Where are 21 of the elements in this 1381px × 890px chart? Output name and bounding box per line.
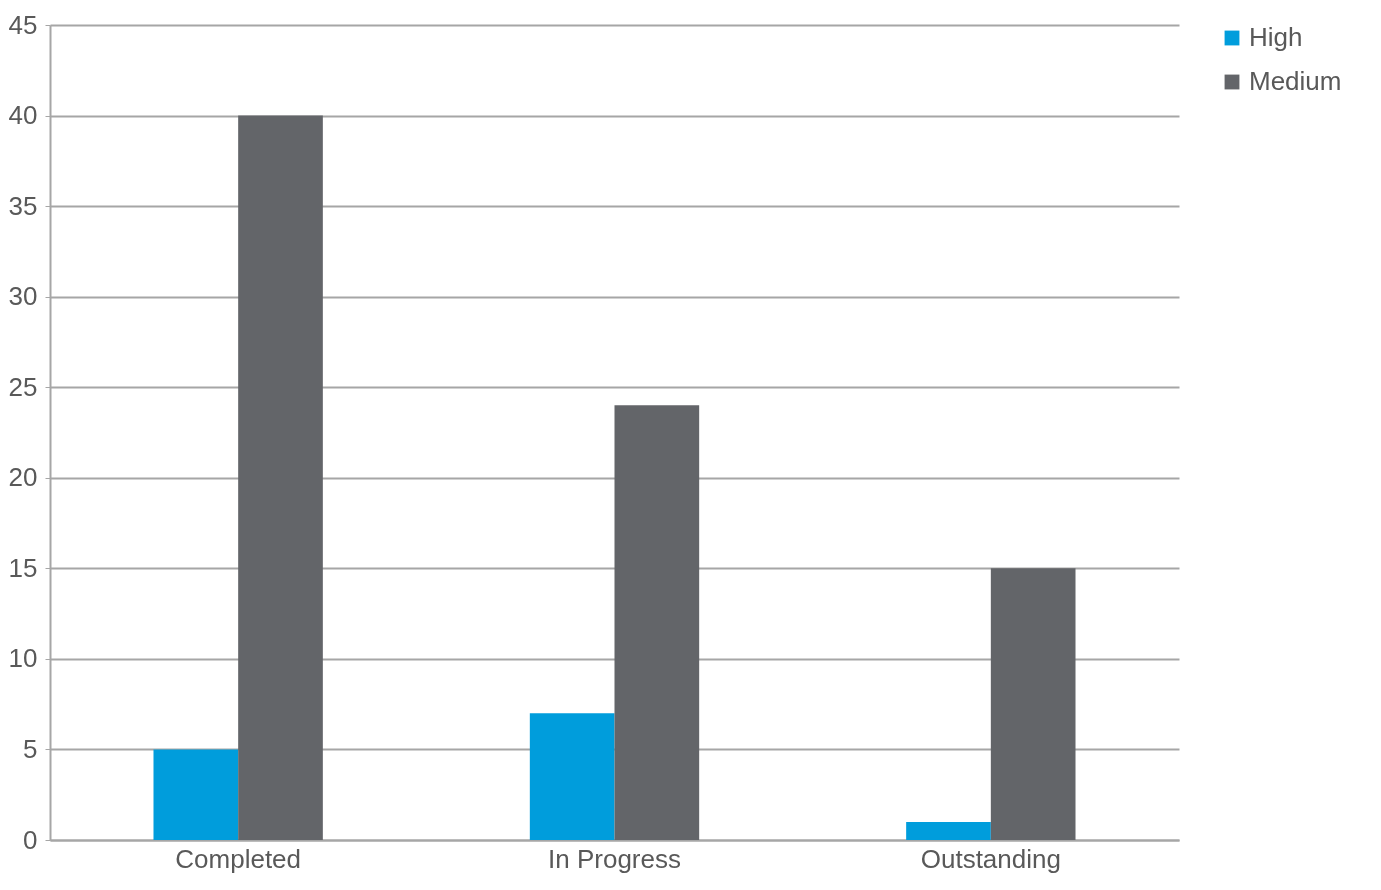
legend-label: High [1249, 22, 1303, 52]
x-tick-label: Completed [175, 843, 302, 874]
bar [529, 713, 615, 840]
y-tick-label: 0 [23, 824, 38, 855]
x-tick-label: Outstanding [920, 843, 1061, 874]
legend-label: Medium [1249, 66, 1342, 96]
y-tick-label: 45 [8, 9, 38, 40]
x-tick-label: In Progress [548, 843, 681, 874]
y-tick-label: 35 [8, 190, 38, 221]
y-tick-label: 15 [8, 552, 38, 583]
y-tick-label: 25 [8, 371, 38, 402]
y-tick-label: 10 [8, 643, 38, 674]
y-tick-label: 40 [8, 100, 38, 131]
bar [990, 568, 1076, 840]
bar [614, 405, 700, 840]
y-tick-label: 20 [8, 462, 38, 493]
y-tick-label: 5 [23, 733, 38, 764]
bar [153, 749, 239, 840]
y-tick-label: 30 [8, 281, 38, 312]
bar [906, 821, 991, 840]
bar [238, 115, 323, 840]
